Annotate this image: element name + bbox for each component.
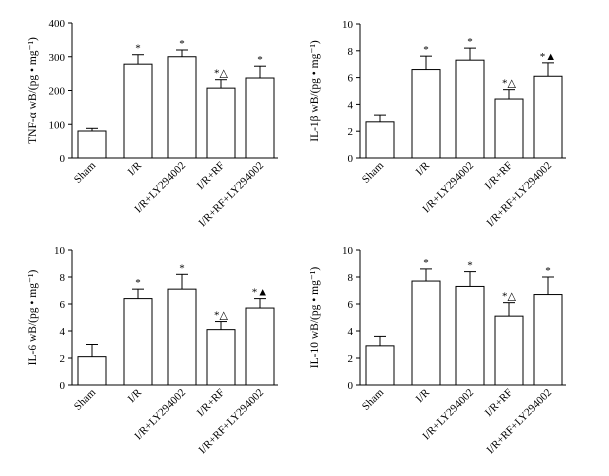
bar [411,69,441,159]
bar [167,56,197,159]
y-tick-label: 4 [348,99,354,111]
bar [494,315,524,386]
significance-label: * [467,36,473,48]
bar [77,356,107,386]
y-tick-label: 2 [348,126,354,138]
y-tick-label: 200 [49,86,66,98]
category-label: Sham [72,159,99,186]
significance-label: *△ [502,78,517,90]
category-label: I/R [126,159,145,178]
bar [206,329,236,386]
chart-panel-1: 0 100 200 300 400 TNF-α wB/(pg • mg⁻¹) Sham * I/… [27,18,278,229]
y-tick-label: 10 [54,245,66,257]
y-tick-label: 0 [348,153,354,165]
y-tick-label: 6 [348,299,354,311]
y-tick-label: 8 [348,272,354,284]
y-tick-label: 10 [342,19,354,31]
significance-label: * [135,277,141,289]
y-tick-label: 8 [60,272,66,284]
significance-label: *△ [214,310,229,322]
significance-label: * [423,44,429,56]
significance-label: *▲ [252,287,268,299]
bar [77,130,107,159]
y-axis-label: IL-10 wB/(pg • mg⁻¹) [309,267,321,369]
y-tick-label: 2 [60,353,66,365]
bar [533,294,563,386]
bar [455,59,485,159]
category-label: I/R+RF [195,160,227,192]
y-tick-label: 400 [49,18,66,30]
category-label: I/R+RF [483,387,515,419]
significance-label: * [545,265,551,277]
category-label: I/R+RF [483,160,515,192]
y-tick-label: 6 [348,73,354,85]
chart-panel-2: 0 2 4 6 8 10 IL-1β wB/(pg • mg⁻¹) Sham * I/R * I/R+… [309,19,566,229]
bar [167,288,197,386]
category-label: I/R+RF [195,387,227,419]
bar [123,298,153,386]
y-tick-label: 0 [60,380,66,392]
y-tick-label: 300 [49,52,66,64]
category-label: Sham [360,386,387,413]
y-tick-label: 10 [342,245,354,257]
significance-label: * [179,38,185,50]
y-tick-label: 0 [60,153,66,165]
y-tick-label: 4 [348,326,354,338]
bar [533,75,563,159]
y-tick-label: 0 [348,380,354,392]
y-tick-label: 8 [348,46,354,58]
significance-label: * [179,262,185,274]
bar [494,98,524,159]
category-label: I/R [126,386,145,405]
category-label: I/R [414,159,433,178]
chart-panel-4: 0 2 4 6 8 10 IL-10 wB/(pg • mg⁻¹) Sham * I/R * I/R+… [309,245,566,456]
y-axis-label: TNF-α wB/(pg • mg⁻¹) [27,37,39,144]
y-tick-label: 2 [348,353,354,365]
significance-label: * [257,54,263,66]
significance-label: * [135,43,141,55]
category-label: I/R [414,386,433,405]
significance-label: *▲ [540,51,556,63]
significance-label: *△ [502,291,517,303]
y-axis-label: IL-6 wB/(pg • mg⁻¹) [27,270,39,366]
category-label: Sham [72,386,99,413]
bar [206,87,236,159]
bar [245,77,275,159]
bar [365,345,395,386]
y-tick-label: 4 [60,326,66,338]
significance-label: *△ [214,68,229,80]
category-label: Sham [360,159,387,186]
bar [245,307,275,386]
bar [455,285,485,386]
y-axis-label: IL-1β wB/(pg • mg⁻¹) [309,40,321,142]
significance-label: * [467,260,473,272]
significance-label: * [423,257,429,269]
bar [411,280,441,386]
y-tick-label: 100 [49,119,66,131]
bar [123,63,153,159]
bar [365,121,395,159]
y-tick-label: 6 [60,299,66,311]
